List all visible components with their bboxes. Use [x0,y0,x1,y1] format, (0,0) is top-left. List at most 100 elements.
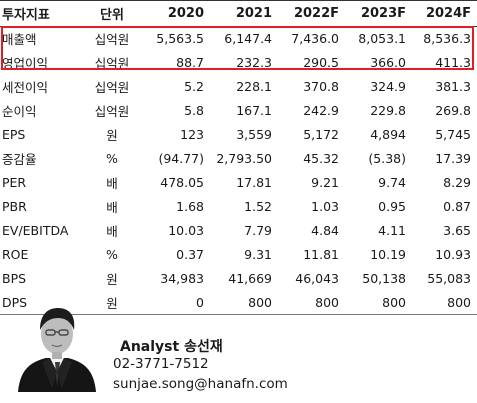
row-unit: 십억원 [94,80,130,95]
row-value: 9.21 [311,175,339,190]
row-label: ROE [2,247,29,262]
row-value: 17.39 [435,151,471,166]
table-row: 영업이익 십억원 88.7 232.3 290.5 366.0 411.3 [0,51,477,75]
row-value: 88.7 [176,55,204,70]
row-value: 55,083 [427,271,471,286]
row-value: 10.93 [435,247,471,262]
row-value: 10.19 [370,247,406,262]
row-label: PBR [2,199,27,214]
row-value: 7,436.0 [291,31,339,47]
row-value: 366.0 [370,55,406,70]
row-value: 123 [180,127,204,142]
table-row: DPS 원 0 800 800 800 800 [0,290,477,315]
analyst-section: Analyst 송선재 02-3771-7512 sunjae.song@han… [0,300,477,403]
table-row: 증감율% (94.77) 2,793.50 45.32 (5.38) 17.39 [0,147,477,171]
row-label: 증감율 [2,152,37,167]
table-row: ROE% 0.37 9.31 11.81 10.19 10.93 [0,243,477,267]
row-value: 5,745 [435,127,471,142]
row-value: 381.3 [435,79,471,94]
row-unit: 십억원 [94,104,130,119]
row-value: 8,053.1 [358,31,406,47]
table-row: PBR 배 1.68 1.52 1.03 0.95 0.87 [0,195,477,219]
row-label: 매출액 [2,32,37,48]
row-value: 0.37 [176,247,204,262]
analyst-portrait [16,300,98,392]
row-label: 순이익 [2,104,37,119]
table-header-row: 투자지표 단위 2020 2021 2022F 2023F 2024F [0,0,477,27]
row-value: (94.77) [158,151,204,166]
row-unit: 배 [106,224,118,239]
row-value: 1.03 [311,199,339,214]
row-label: DPS [0,290,82,315]
row-value: 800 [278,290,345,315]
table-row: 매출액 십억원 5,563.5 6,147.4 7,436.0 8,053.1 8,536.… [0,27,477,51]
row-value: 478.05 [160,175,204,190]
row-unit: % [106,247,118,262]
row-value: 3,559 [236,127,272,142]
header-unit: 단위 [82,0,142,27]
row-value: 242.9 [303,103,339,118]
row-value: 269.8 [435,103,471,118]
row-unit: 원 [82,290,142,315]
row-value: 4,894 [370,127,406,142]
row-value: 9.74 [378,175,406,190]
analyst-email: sunjae.song@hanafn.com [113,376,288,392]
analyst-name: Analyst 송선재 [120,339,223,355]
row-value: 9.31 [244,247,272,262]
row-value: 4.11 [378,223,406,238]
row-value: 800 [345,290,412,315]
row-label: PER [2,175,27,190]
row-value: 800 [210,290,278,315]
row-label: 영업이익 [2,56,49,71]
row-label: EV/EBITDA [2,223,69,238]
row-value: 0 [142,290,210,315]
row-value: (5.38) [368,151,406,166]
header-2024f: 2024F [412,0,477,27]
table-body: 매출액 십억원 5,563.5 6,147.4 7,436.0 8,053.1 8,536.… [0,27,477,315]
row-value: 290.5 [303,55,339,70]
row-value: 46,043 [295,271,339,286]
row-unit: 원 [106,128,118,143]
row-value: 229.8 [370,103,406,118]
header-2020: 2020 [142,0,210,27]
table-row: 세전이익 십억원 5.2 228.1 370.8 324.9 381.3 [0,75,477,99]
table-row: 순이익 십억원 5.8 167.1 242.9 229.8 269.8 [0,99,477,123]
row-unit: 십억원 [94,56,130,71]
row-value: 5,563.5 [156,31,204,47]
row-value: 10.03 [168,223,204,238]
row-value: 800 [412,290,477,315]
row-value: 324.9 [370,79,406,94]
row-unit: % [106,151,118,166]
table-row: EPS 원 123 3,559 5,172 4,894 5,745 [0,123,477,147]
row-value: 232.3 [236,55,272,70]
row-value: 228.1 [236,79,272,94]
row-value: 1.68 [176,199,204,214]
row-value: 45.32 [303,151,339,166]
row-value: 6,147.4 [224,31,272,47]
table-row: BPS 원 34,983 41,669 46,043 50,138 55,083 [0,267,477,291]
row-value: 5.2 [184,79,204,94]
row-label: BPS [2,271,27,286]
row-value: 50,138 [362,271,406,286]
analyst-phone: 02-3771-7512 [113,356,209,372]
row-value: 17.81 [236,175,272,190]
row-value: 3.65 [443,223,471,238]
row-value: 5,172 [303,127,339,142]
header-2022f: 2022F [278,0,345,27]
row-value: 0.87 [443,199,471,214]
row-unit: 배 [106,200,118,215]
table-row: PER 배 478.05 17.81 9.21 9.74 8.29 [0,171,477,195]
row-value: 34,983 [160,271,204,286]
row-value: 411.3 [435,55,471,70]
table-row: EV/EBITDA 배 10.03 7.79 4.84 4.11 3.65 [0,219,477,243]
row-unit: 십억원 [94,32,130,48]
row-value: 4.84 [311,223,339,238]
header-2021: 2021 [210,0,278,27]
row-value: 7.79 [244,223,272,238]
row-value: 0.95 [378,199,406,214]
row-unit: 배 [106,176,118,191]
row-value: 370.8 [303,79,339,94]
row-value: 8.29 [443,175,471,190]
row-unit: 원 [106,272,118,287]
